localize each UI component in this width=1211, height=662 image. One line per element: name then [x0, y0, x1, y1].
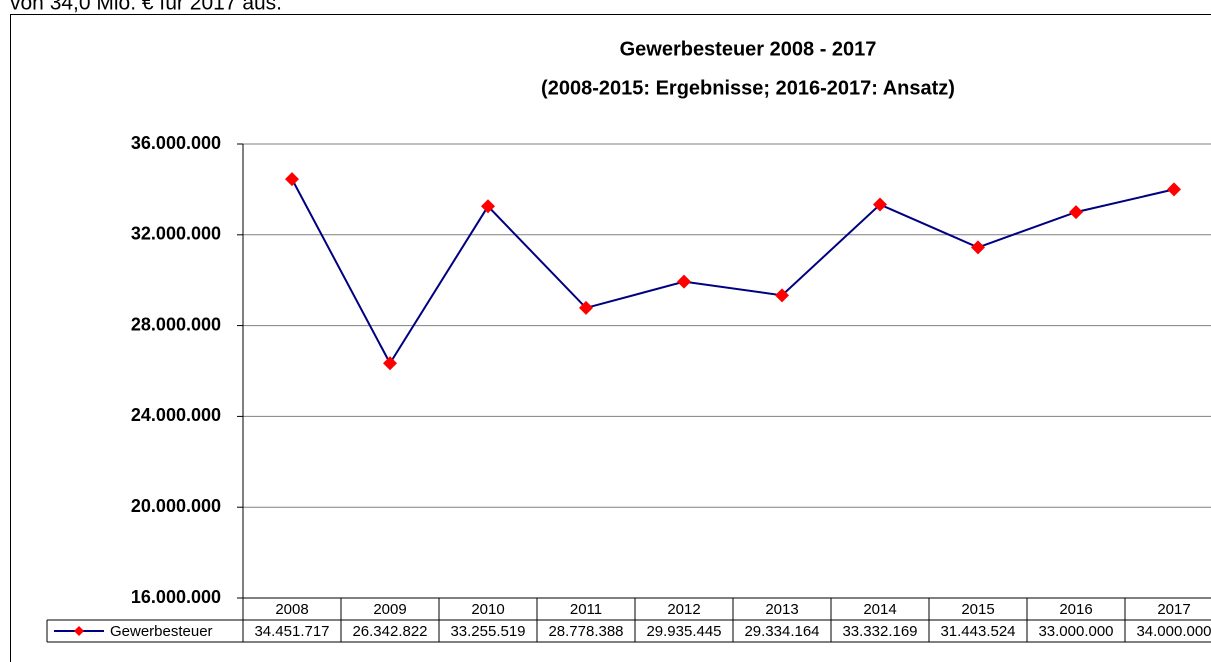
table-value: 31.443.524: [940, 623, 1015, 640]
data-marker: [481, 199, 495, 214]
x-tick-label: 2009: [373, 601, 406, 618]
y-tick-label: 28.000.000: [131, 314, 221, 334]
x-tick-label: 2012: [667, 601, 700, 618]
x-tick-label: 2017: [1157, 601, 1190, 618]
table-value: 29.935.445: [646, 623, 721, 640]
plot-area: [242, 143, 1211, 599]
x-tick-label: 2013: [765, 601, 798, 618]
data-marker: [579, 300, 593, 315]
x-tick-label: 2016: [1059, 601, 1092, 618]
intro-text: von 34,0 Mio. € für 2017 aus.: [10, 0, 282, 15]
table-value: 33.255.519: [450, 623, 525, 640]
table-value: 28.778.388: [548, 623, 623, 640]
x-tick-label: 2011: [570, 601, 602, 618]
table-value: 34.000.000: [1136, 623, 1211, 640]
x-tick-label: 2015: [961, 601, 994, 618]
y-tick-label: 36.000.000: [131, 133, 221, 153]
chart-subtitle: (2008-2015: Ergebnisse; 2016-2017: Ansat…: [541, 77, 955, 99]
data-marker: [873, 197, 887, 212]
data-marker: [285, 172, 299, 187]
x-tick-label: 2008: [275, 601, 308, 618]
y-tick-label: 20.000.000: [131, 496, 221, 516]
data-marker: [775, 288, 789, 303]
series-line: [291, 178, 1175, 366]
x-tick-label: 2010: [471, 601, 504, 618]
data-marker: [971, 240, 985, 255]
table-value: 33.000.000: [1038, 623, 1113, 640]
legend-marker: [74, 626, 84, 636]
chart-title: Gewerbesteuer 2008 - 2017: [620, 38, 877, 60]
legend-label: Gewerbesteuer: [110, 623, 213, 640]
x-tick-label: 2014: [863, 601, 896, 618]
y-tick-label: 16.000.000: [131, 587, 221, 607]
table-value: 33.332.169: [842, 623, 917, 640]
table-value: 26.342.822: [352, 623, 427, 640]
data-marker: [677, 274, 691, 289]
y-tick-label: 24.000.000: [131, 405, 221, 425]
data-marker: [1069, 205, 1083, 220]
data-marker: [1167, 182, 1181, 197]
y-tick-label: 32.000.000: [131, 224, 221, 244]
table-value: 29.334.164: [744, 623, 819, 640]
data-marker: [383, 356, 397, 371]
table-value: 34.451.717: [254, 623, 329, 640]
